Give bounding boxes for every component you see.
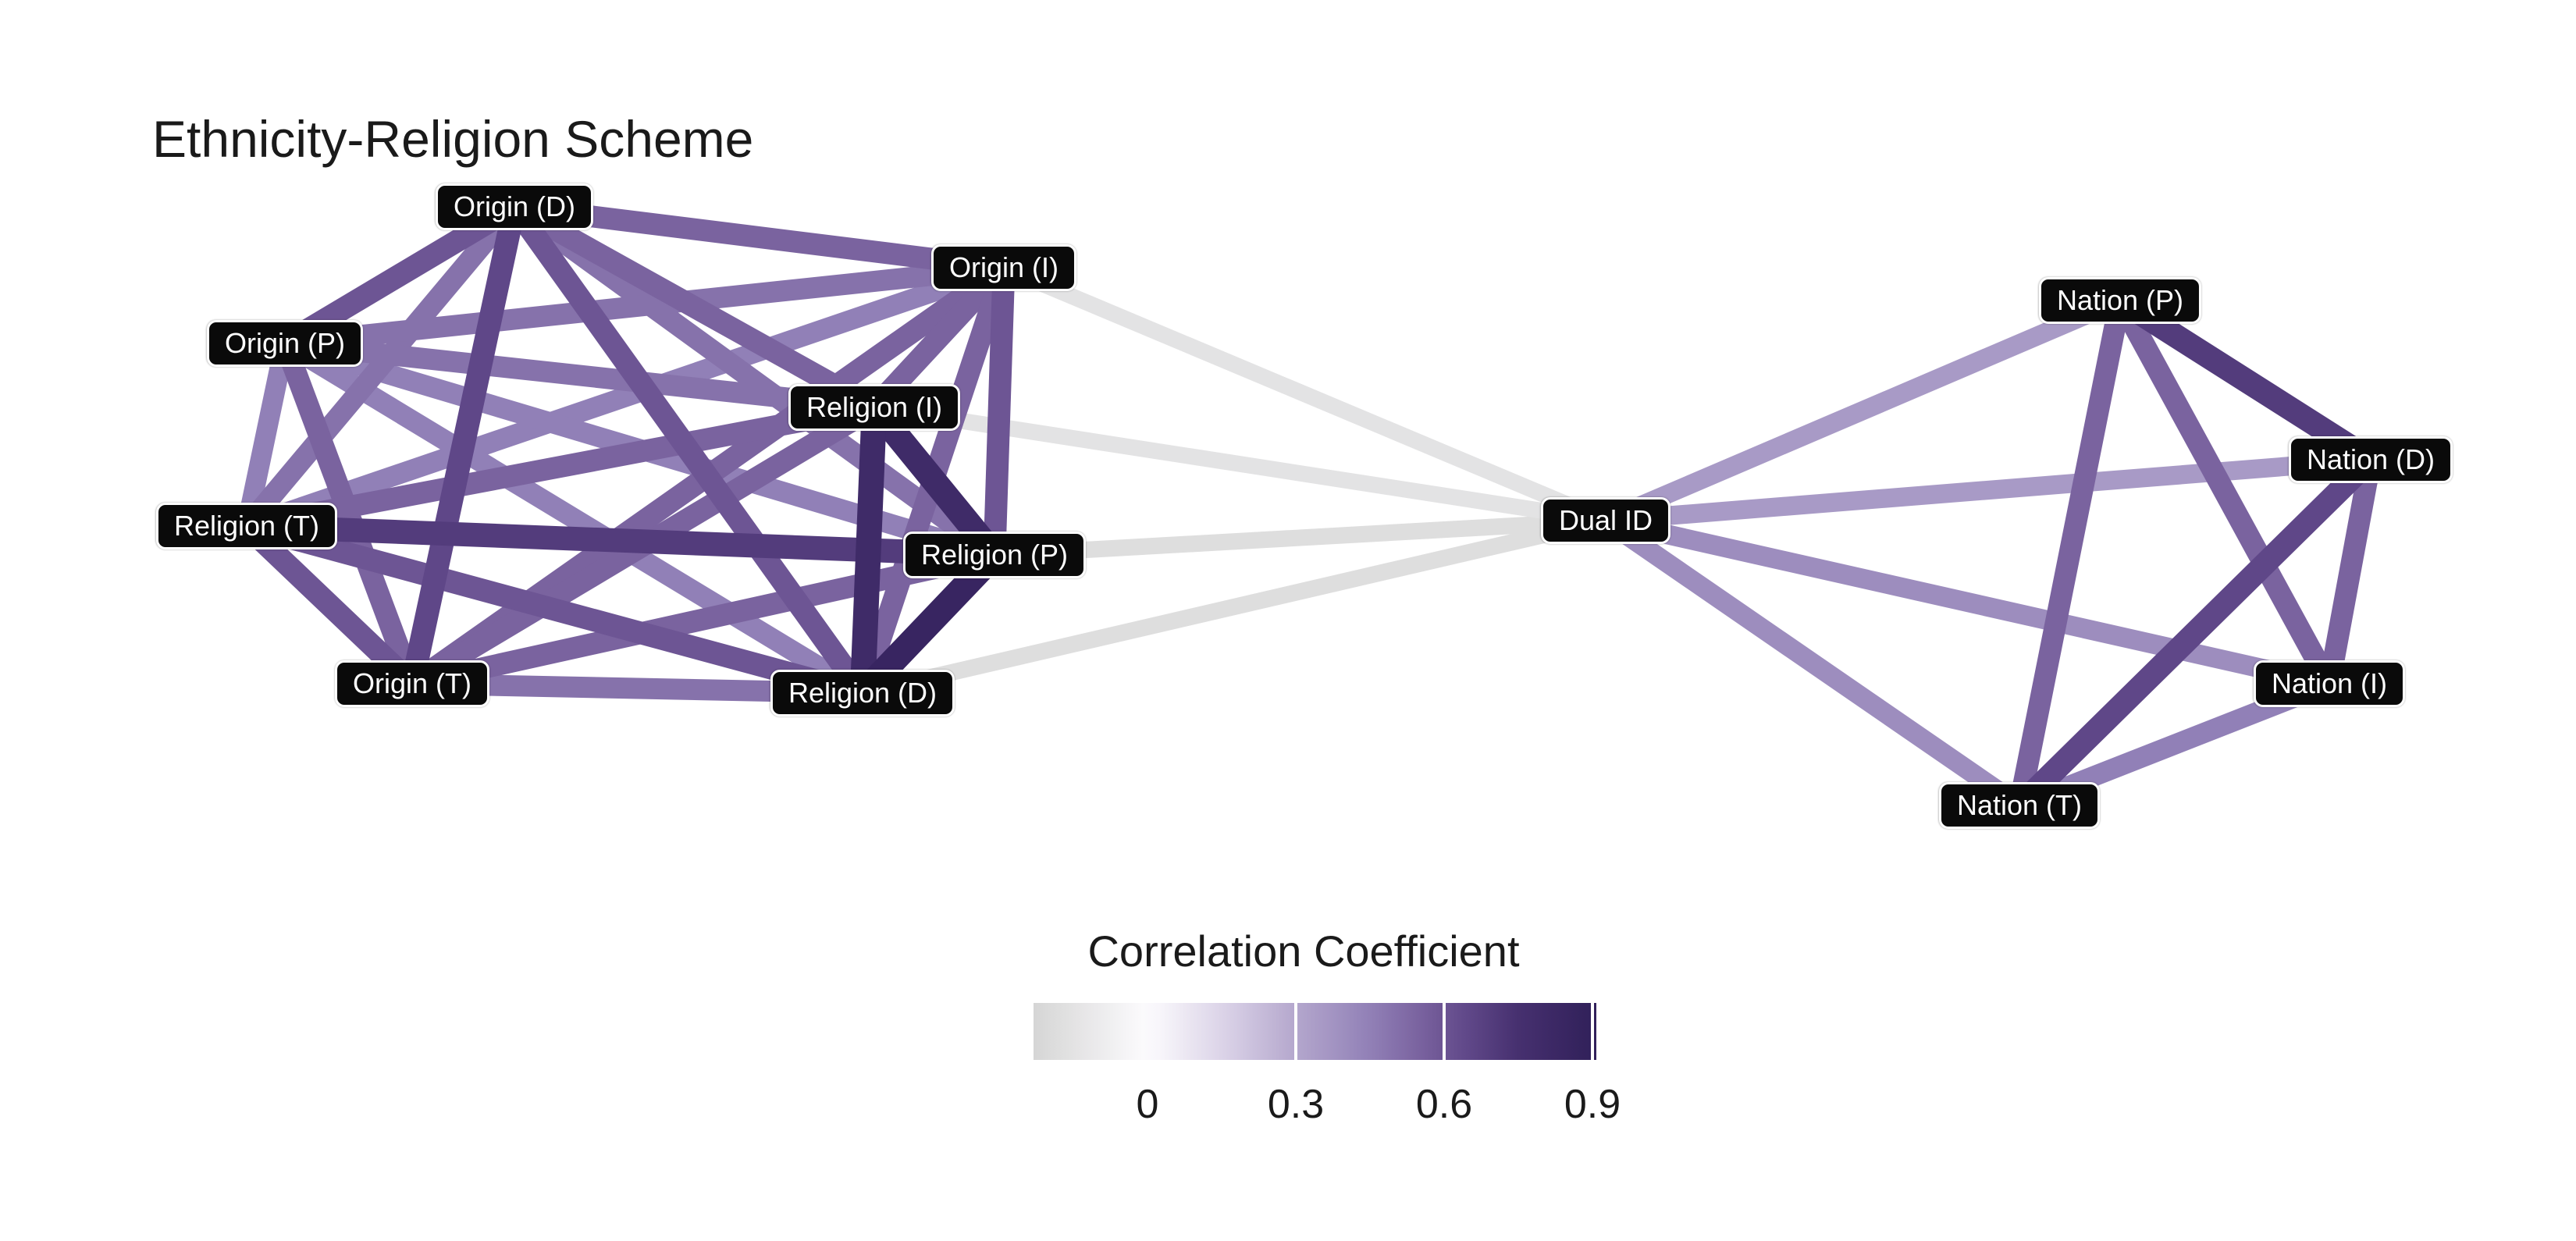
edge-OT-RP (409, 544, 998, 695)
node-label-op: Origin (P) (206, 320, 364, 367)
edge-DI-RP (994, 512, 1606, 564)
node-label-rt: Religion (T) (155, 503, 338, 549)
node-label-ot: Origin (T) (335, 660, 489, 707)
node-label-nt: Nation (T) (1938, 782, 2101, 829)
edge-OI-OP (283, 257, 1005, 354)
chart-title: Ethnicity-Religion Scheme (152, 110, 754, 168)
colorbar-tick-mark (1294, 1003, 1298, 1060)
edge-NP-NI (2110, 295, 2339, 689)
edge-OD-RT (238, 200, 523, 533)
node-label-ri: Religion (I) (788, 384, 961, 431)
edge-OP-RT (237, 341, 295, 528)
node-label-di: Dual ID (1540, 497, 1671, 544)
edge-RT-RD (244, 515, 866, 704)
edge-OP-RI (283, 332, 876, 418)
edge-DI-NT (1599, 512, 2026, 814)
colorbar-tick-label-0: 0 (1136, 1082, 1159, 1127)
node-label-rd: Religion (D) (770, 670, 955, 717)
colorbar-tick-label-0.3: 0.3 (1267, 1082, 1325, 1127)
edge-OI-RT (243, 258, 1008, 536)
node-label-np: Nation (P) (2038, 277, 2202, 324)
node-label-oi: Origin (I) (930, 244, 1077, 291)
edge-RI-RP (864, 399, 1005, 564)
edge-DI-ND (1605, 450, 2371, 531)
node-label-od: Origin (D) (435, 183, 594, 230)
edge-OD-RP (508, 198, 1001, 564)
colorbar-tick-mark (1443, 1003, 1446, 1060)
node-label-rp: Religion (P) (902, 532, 1087, 578)
edge-DI-NI (1603, 510, 2332, 694)
node-label-ni: Nation (I) (2253, 660, 2406, 707)
edge-DI-RD (860, 512, 1608, 702)
edge-DI-RI (873, 399, 1607, 529)
edge-ND-NI (2318, 457, 2382, 686)
edge-NP-ND (2113, 290, 2378, 470)
edge-OD-OI (513, 196, 1005, 279)
colorbar-tick-mark (1590, 1003, 1594, 1060)
colorbar (1034, 1003, 1596, 1060)
node-label-nd: Nation (D) (2288, 436, 2453, 483)
edge-OD-RD (505, 200, 872, 700)
edge-RI-RD (849, 407, 888, 694)
colorbar-tick-label-0.6: 0.6 (1415, 1082, 1473, 1127)
edge-RT-RI (244, 396, 877, 537)
edge-OT-RT (239, 517, 420, 692)
edge-OI-RP (983, 267, 1016, 556)
edge-DI-NP (1602, 291, 2124, 530)
edge-OD-RI (509, 197, 880, 418)
edge-OD-OT (400, 204, 526, 687)
edge-ND-NT (2011, 451, 2379, 814)
edge-NP-NT (2008, 298, 2131, 808)
colorbar-tick-label-0.9: 0.9 (1564, 1082, 1621, 1127)
legend-title: Correlation Coefficient (1087, 926, 1520, 976)
edge-OP-RD (279, 334, 868, 702)
edge-DI-OI (1000, 260, 1610, 528)
